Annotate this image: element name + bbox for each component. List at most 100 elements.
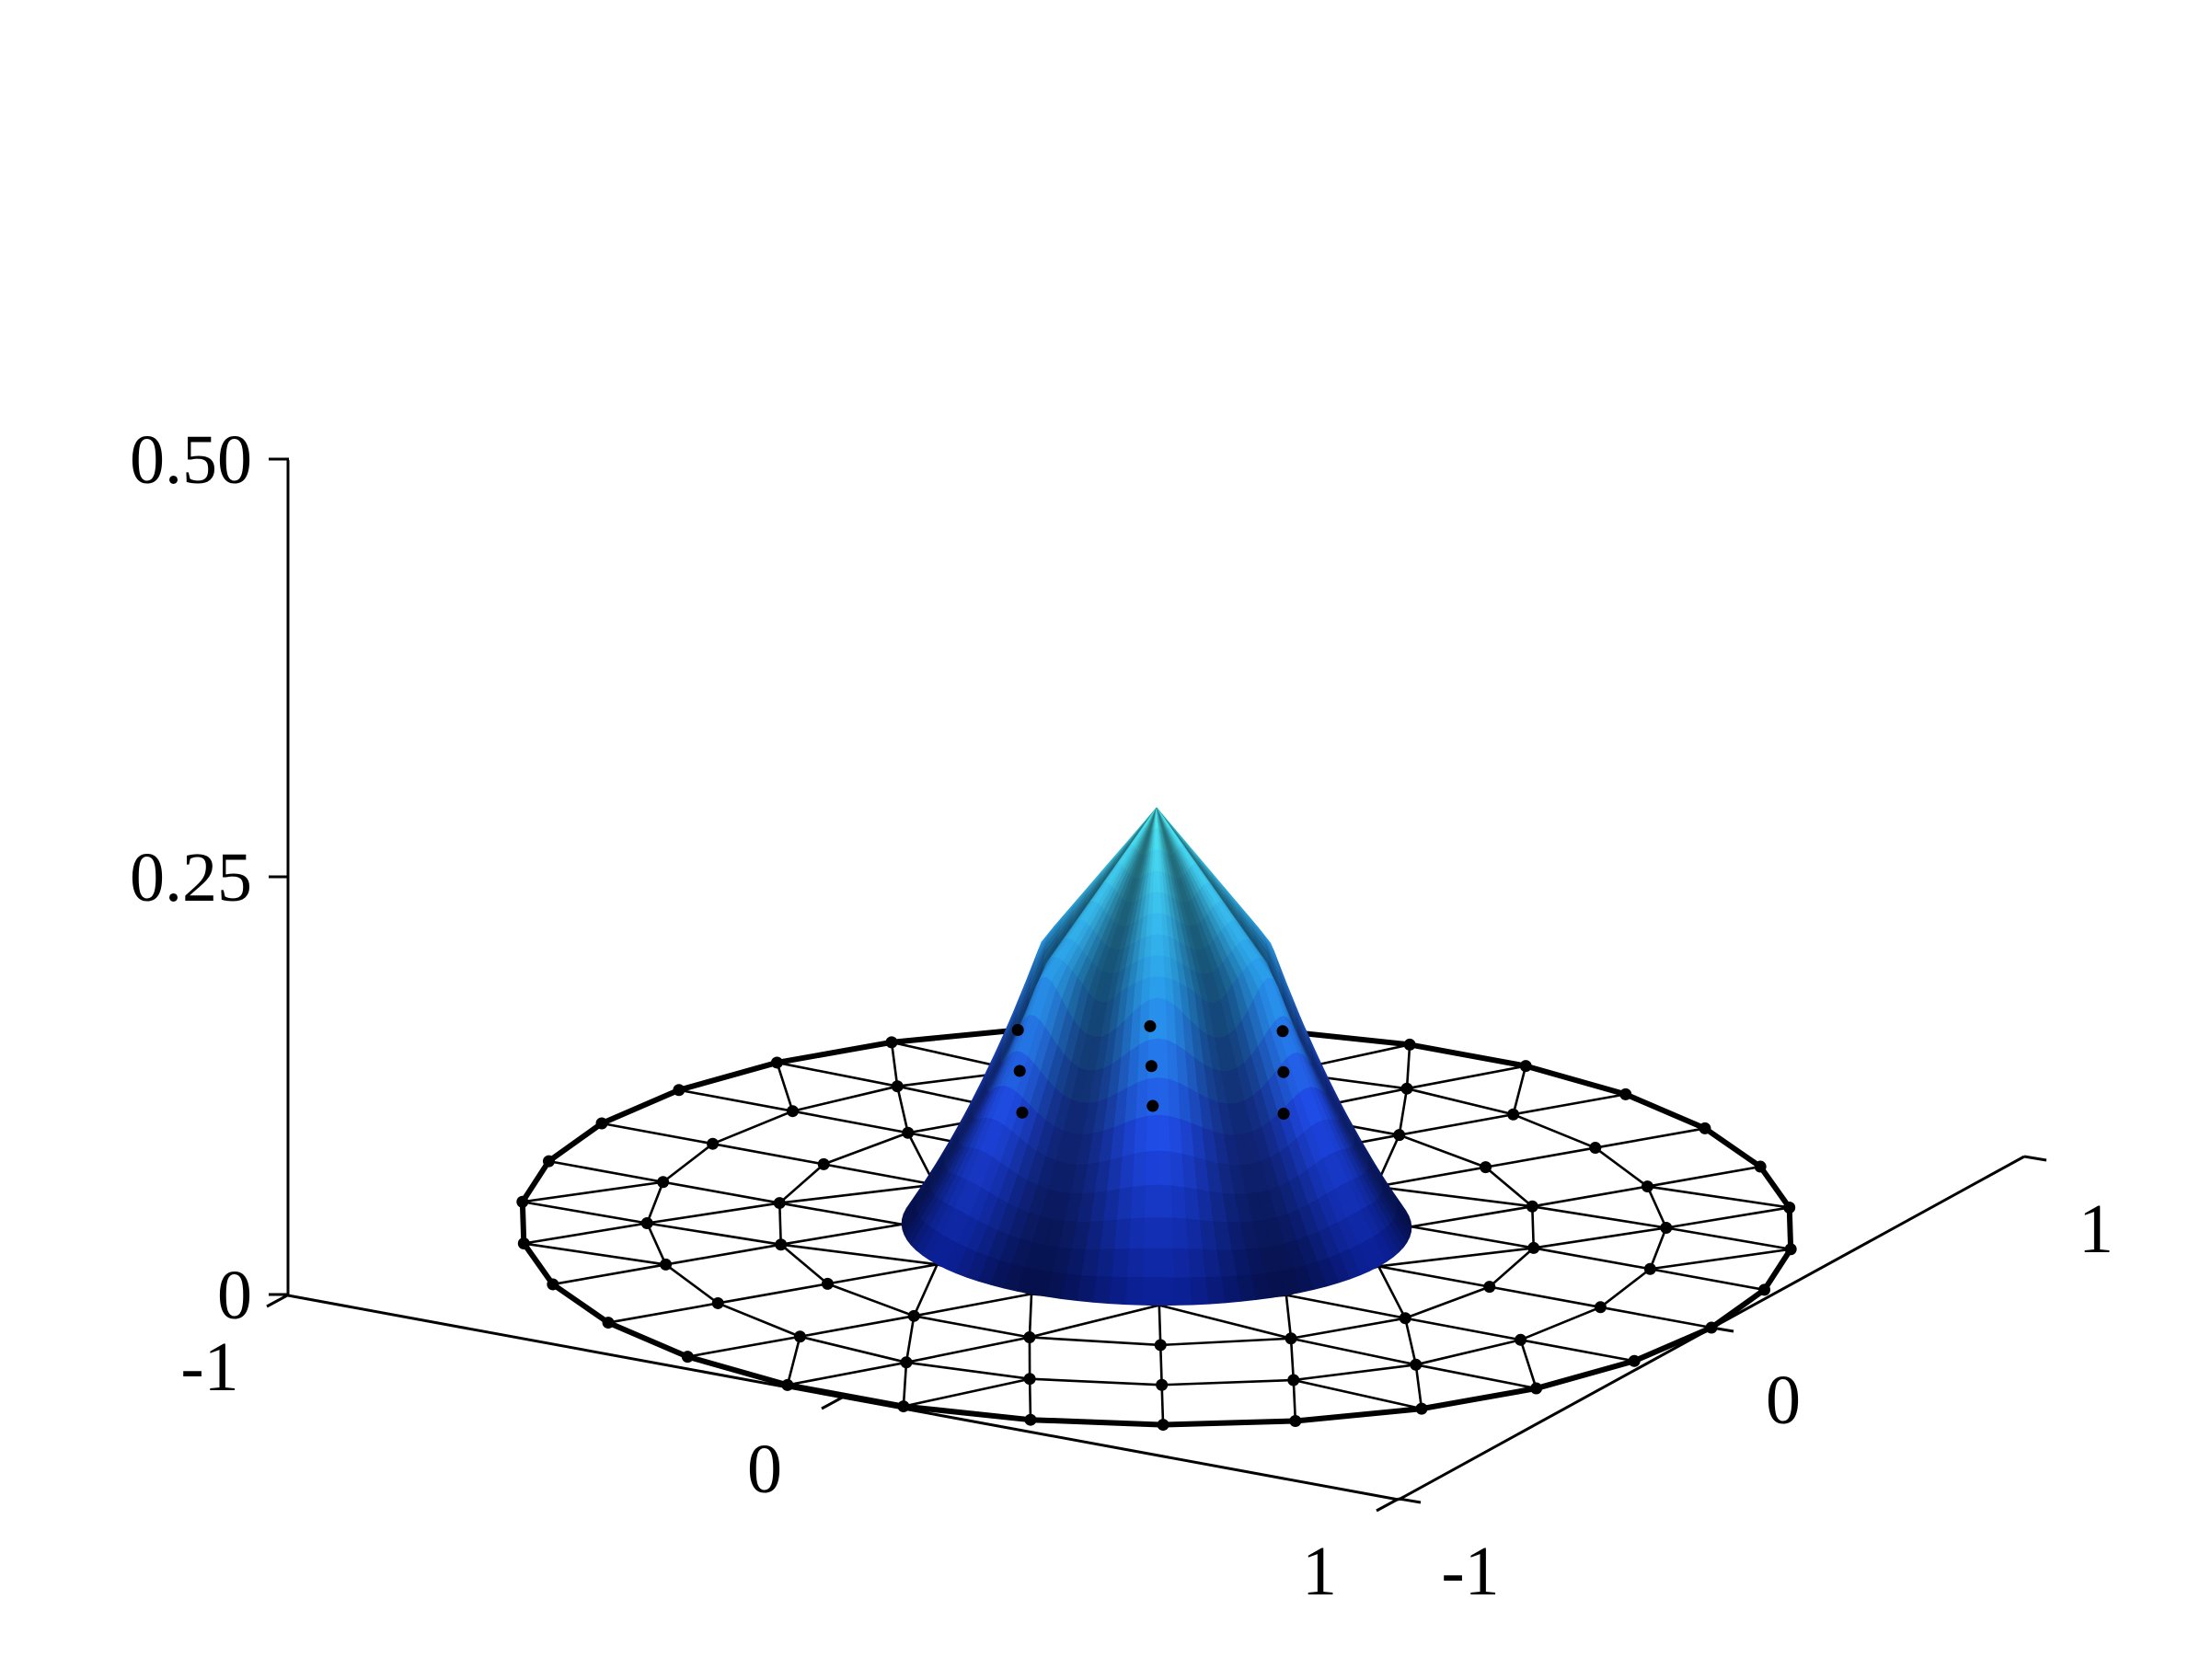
mesh-rim-edge: [903, 1403, 1031, 1423]
mesh-spoke-edge: [1665, 1226, 1791, 1251]
mesh-rim-edge: [1624, 1091, 1707, 1132]
mesh-node: [770, 1056, 783, 1069]
mesh-node: [673, 1084, 685, 1097]
mesh-spoke-edge: [823, 1163, 936, 1186]
mesh-spoke-edge: [524, 1242, 666, 1266]
surface-facet: [1158, 1277, 1177, 1306]
mesh-spoke-edge: [780, 1223, 903, 1246]
mesh-spoke-edge: [1289, 1338, 1296, 1381]
mesh-ring-edge: [1488, 1247, 1535, 1288]
mesh-node: [885, 1036, 898, 1049]
surface-facet: [1144, 1184, 1159, 1219]
mesh-node: [707, 1137, 720, 1150]
y-tick-label: 1: [2079, 1191, 2114, 1268]
mesh-node: [1013, 1064, 1026, 1077]
mesh-ring-edge: [823, 1132, 909, 1166]
mesh-spoke-edge: [1158, 1305, 1162, 1345]
mesh-node: [1515, 1333, 1527, 1346]
surface-facet: [1142, 956, 1152, 981]
surface-facet: [1158, 1217, 1174, 1249]
mesh-node: [1641, 1180, 1653, 1193]
y-tick-mark: [1398, 1497, 1422, 1504]
mesh-node: [516, 1195, 529, 1208]
mesh-spoke-edge: [1158, 1304, 1292, 1341]
mesh-spoke-edge: [522, 1180, 663, 1203]
mesh-spoke-edge: [1406, 1064, 1527, 1090]
mesh-node: [817, 1157, 830, 1170]
mesh-rim-edge: [686, 1353, 789, 1388]
mesh-node: [1287, 1374, 1300, 1387]
mesh-nodes: [516, 1019, 1797, 1432]
mesh-ring-edge: [646, 1222, 667, 1265]
mesh-ring-edge: [778, 1163, 825, 1204]
mesh-node: [902, 1126, 915, 1139]
surface-facet: [1135, 1078, 1149, 1120]
surface-facet: [1114, 1218, 1132, 1250]
surface-facet: [1158, 1038, 1169, 1080]
mesh-spoke-edge: [1028, 1378, 1032, 1421]
mesh-rim-edge: [1703, 1125, 1762, 1169]
mesh-ring-edge: [717, 1302, 801, 1338]
mesh-node: [1400, 1082, 1413, 1095]
mesh-node: [595, 1117, 608, 1130]
mesh-node: [1399, 1312, 1411, 1325]
mesh-ring-edge: [646, 1181, 664, 1224]
mesh-node: [1480, 1161, 1492, 1174]
surface-facet: [1127, 1248, 1145, 1278]
mesh-spoke-edge: [1411, 1225, 1534, 1249]
mesh-spoke-edge: [1647, 1165, 1761, 1188]
mesh-spoke-edge: [1519, 1339, 1538, 1389]
mesh-node: [657, 1176, 670, 1189]
mesh-node: [1276, 1025, 1289, 1038]
mesh-rim-edge: [1535, 1358, 1635, 1391]
mesh-spoke-edge: [827, 1262, 938, 1285]
mesh-node: [1483, 1281, 1496, 1294]
surface-facet: [1158, 997, 1168, 1041]
surface-facet: [1158, 1184, 1173, 1219]
surface-facet: [1129, 1217, 1146, 1249]
mesh-node: [775, 1238, 788, 1251]
surface-facet: [1148, 997, 1158, 1041]
mesh-spoke-edge: [1665, 1206, 1790, 1229]
mesh-ring-edge: [664, 1263, 720, 1305]
plot-axes: 00.250.50 -101 -101: [130, 421, 2114, 1610]
mesh-spoke-edge: [1600, 1306, 1712, 1329]
surface-facet: [1119, 1153, 1135, 1190]
mesh-rim-edge: [600, 1087, 681, 1126]
mesh-spoke-edge: [1376, 1185, 1533, 1208]
mesh-spoke-edge: [905, 1336, 1031, 1364]
surface-facet: [1158, 1248, 1176, 1279]
mesh-spoke-edge: [914, 1293, 1032, 1318]
mesh-ring-edge: [1161, 1378, 1294, 1387]
mesh-spoke-edge: [647, 1222, 781, 1247]
mesh-spoke-edge: [1158, 1344, 1163, 1386]
mesh-ring-edge: [1520, 1306, 1601, 1341]
mesh-node: [681, 1351, 694, 1364]
mesh-node: [1410, 1358, 1423, 1371]
mesh-ring-edge: [1406, 1087, 1514, 1116]
mesh-node: [1594, 1301, 1607, 1314]
mesh-node: [1507, 1108, 1520, 1121]
mesh-spoke-edge: [647, 1202, 780, 1225]
mesh-spoke-edge: [1292, 1379, 1297, 1421]
mesh-rim-edge: [547, 1121, 604, 1164]
mesh-ring-edge: [1646, 1186, 1667, 1229]
mesh-spoke-edge: [800, 1315, 915, 1339]
mesh-ring-edge: [826, 1283, 915, 1318]
mesh-node: [1157, 1419, 1169, 1432]
mesh-spoke-edge: [902, 1362, 908, 1407]
mesh-node: [542, 1155, 555, 1168]
surface-facet: [1092, 1276, 1112, 1305]
mesh-ring-edge: [1030, 1377, 1162, 1387]
mesh-spoke-edge: [524, 1222, 648, 1245]
mesh-node: [711, 1296, 724, 1309]
surface-facet: [1132, 1151, 1147, 1188]
mesh-ring-edge: [800, 1335, 907, 1364]
mesh-spoke-edge: [548, 1159, 663, 1184]
mesh-node: [1144, 1019, 1157, 1032]
mesh-ring-edge: [1530, 1206, 1536, 1249]
surface-facet: [1152, 892, 1158, 915]
mesh-node: [517, 1237, 530, 1250]
y-tick-mark: [2023, 1155, 2047, 1162]
surface-facet: [1112, 1249, 1130, 1278]
